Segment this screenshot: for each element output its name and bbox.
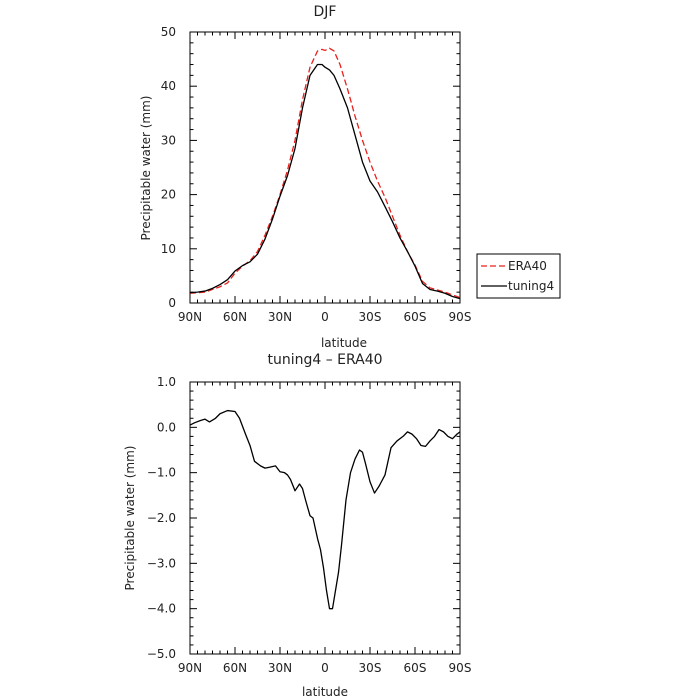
legend-box [476, 253, 561, 299]
series-group-top [189, 47, 461, 300]
y-tick-label-bottom: −4.0 [147, 602, 176, 616]
y-tick-label-bottom: −1.0 [147, 466, 176, 480]
panel-bottom: tuning4 – ERA40 90N 60N 30N 0 30S 60S 90S 1.0 0.… [123, 352, 471, 699]
x-tick-label-top: 30S [359, 310, 382, 324]
x-tick-label-bottom: 0 [321, 661, 329, 675]
x-tick-label-bottom: 90N [178, 661, 202, 675]
series-line-tuning4-era40-bottom [189, 409, 461, 610]
plot-frame-bottom [189, 381, 461, 655]
legend-label-era40: ERA40 [508, 259, 547, 273]
series-line-tuning4-top [189, 63, 461, 300]
x-tick-label-top: 90N [178, 310, 202, 324]
y-tick-label-bottom: −5.0 [147, 647, 176, 661]
y-tick-label-bottom: 1.0 [157, 375, 176, 389]
y-tick-label-bottom: −2.0 [147, 511, 176, 525]
chart-title-top: DJF [314, 4, 337, 20]
panel-top: DJF 90N 60N 30N 0 30S 60S 90S 0 10 20 30 40 50 latit… [139, 4, 561, 350]
y-tick-label-top: 50 [161, 25, 176, 39]
legend-label-tuning4: tuning4 [508, 279, 554, 293]
y-tick-label-top: 40 [161, 79, 176, 93]
tick-group-top: 90N 60N 30N 0 30S 60S 90S 0 10 20 30 40 50 [161, 25, 472, 324]
y-tick-label-top: 20 [161, 188, 176, 202]
legend: ERA40 tuning4 [476, 253, 561, 299]
y-axis-label-bottom: Precipitable water (mm) [123, 446, 137, 591]
y-tick-label-top: 10 [161, 242, 176, 256]
x-tick-label-bottom: 60N [223, 661, 247, 675]
series-line-era40-top [189, 47, 461, 299]
series-group-bottom [189, 409, 461, 610]
x-tick-label-bottom: 90S [449, 661, 472, 675]
tick-group-bottom: 90N 60N 30N 0 30S 60S 90S 1.0 0.0 −1.0 −2.0 −3.0 −4.… [147, 375, 472, 675]
y-tick-label-bottom: 0.0 [157, 420, 176, 434]
x-tick-label-bottom: 30S [359, 661, 382, 675]
plot-frame-top [189, 31, 461, 304]
x-tick-label-top: 60S [404, 310, 427, 324]
y-axis-label-top: Precipitable water (mm) [139, 96, 153, 241]
x-tick-label-top: 60N [223, 310, 247, 324]
x-tick-label-bottom: 30N [268, 661, 292, 675]
x-tick-label-top: 90S [449, 310, 472, 324]
chart-title-bottom: tuning4 – ERA40 [267, 352, 382, 368]
y-tick-label-top: 0 [168, 296, 176, 310]
x-axis-label-bottom: latitude [302, 685, 348, 699]
y-tick-label-bottom: −3.0 [147, 556, 176, 570]
x-axis-label-top: latitude [321, 336, 367, 350]
y-tick-label-top: 30 [161, 133, 176, 147]
x-tick-label-top: 0 [321, 310, 329, 324]
x-tick-label-top: 30N [268, 310, 292, 324]
x-tick-label-bottom: 60S [404, 661, 427, 675]
